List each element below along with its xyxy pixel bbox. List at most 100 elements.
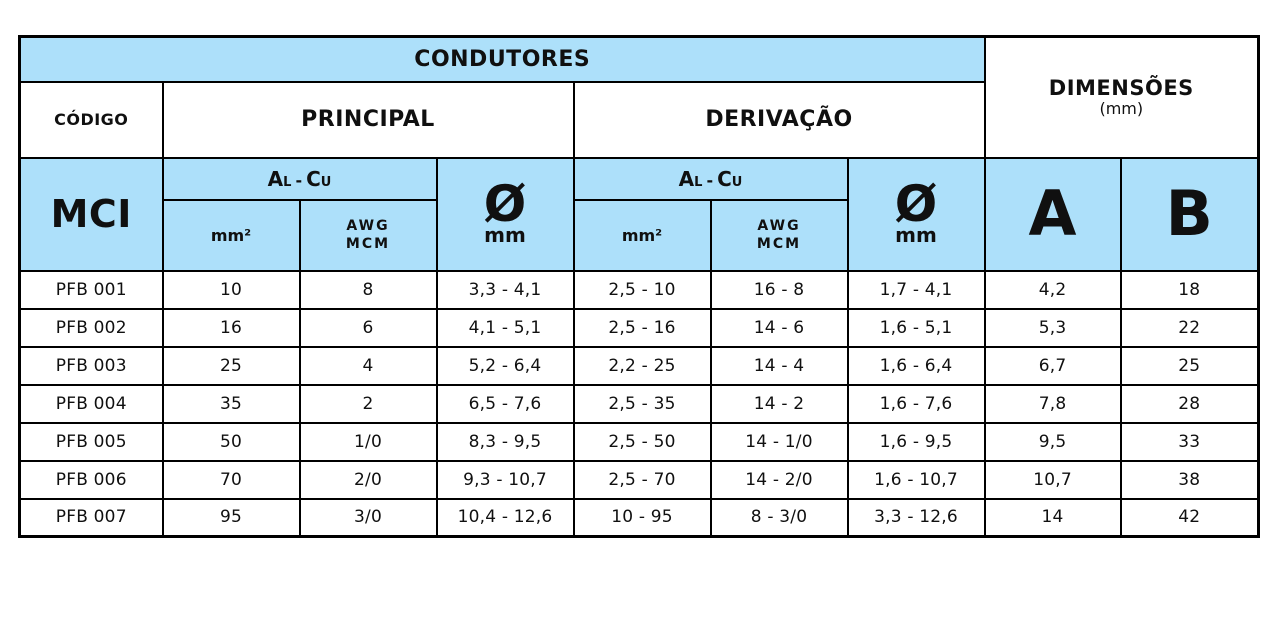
dim-b-cell: 28 — [1119, 383, 1260, 424]
code-cell: PFB 004 — [18, 383, 164, 424]
derivacao-mm2-cell: 2,5 - 10 — [572, 269, 712, 310]
principal-awg-cell: 1/0 — [298, 421, 438, 462]
dim-b-cell: 42 — [1119, 497, 1260, 538]
dim-b-cell: 25 — [1119, 345, 1260, 386]
code-cell: PFB 005 — [18, 421, 164, 462]
derivacao-diam-cell: 3,3 - 12,6 — [846, 497, 986, 538]
principal-awg-cell: 4 — [298, 345, 438, 386]
principal-awg-cell: 3/0 — [298, 497, 438, 538]
principal-diam-cell: 6,5 - 7,6 — [435, 383, 575, 424]
derivacao-awg-cell: 14 - 6 — [709, 307, 849, 348]
dim-a-cell: 4,2 — [983, 269, 1122, 310]
mci-header: MCI — [18, 156, 164, 272]
dimension-a-header: A — [983, 156, 1122, 272]
principal-awg-mcm-header: AWG MCM — [298, 198, 438, 272]
condutores-header: CONDUTORES — [18, 35, 986, 83]
derivacao-diam-cell: 1,6 - 9,5 — [846, 421, 986, 462]
derivacao-mm2-cell: 10 - 95 — [572, 497, 712, 538]
principal-mm2-cell: 35 — [161, 383, 301, 424]
table-row: PFB 002 16 6 4,1 - 5,1 2,5 - 16 14 - 6 1… — [18, 307, 1260, 348]
dim-b-cell: 33 — [1119, 421, 1260, 462]
codigo-header: CÓDIGO — [18, 80, 164, 159]
principal-mm2-header: mm² — [161, 198, 301, 272]
derivacao-awg-cell: 16 - 8 — [709, 269, 849, 310]
al-small: L — [283, 174, 292, 190]
derivacao-awg-cell: 14 - 1/0 — [709, 421, 849, 462]
principal-al-cu-header: AL - CU — [161, 156, 438, 201]
derivacao-header: DERIVAÇÃO — [572, 80, 986, 159]
derivacao-diam-cell: 1,6 - 10,7 — [846, 459, 986, 500]
principal-mm2-cell: 10 — [161, 269, 301, 310]
al-cu-separator: - — [706, 170, 714, 190]
conductor-spec-table: CONDUTORES DIMENSÕES (mm) CÓDIGO PRINCIP… — [18, 35, 1261, 538]
derivacao-awg-cell: 8 - 3/0 — [709, 497, 849, 538]
dimensoes-header: DIMENSÕES (mm) — [983, 35, 1260, 159]
dim-a-cell: 7,8 — [983, 383, 1122, 424]
principal-mm2-cell: 50 — [161, 421, 301, 462]
al-cu-separator: - — [295, 170, 303, 190]
principal-diam-cell: 5,2 - 6,4 — [435, 345, 575, 386]
diameter-unit: mm — [484, 223, 526, 248]
derivacao-mm2-cell: 2,5 - 50 — [572, 421, 712, 462]
code-cell: PFB 002 — [18, 307, 164, 348]
derivacao-awg-cell: 14 - 2 — [709, 383, 849, 424]
derivacao-mm2-cell: 2,5 - 16 — [572, 307, 712, 348]
derivacao-awg-cell: 14 - 2/0 — [709, 459, 849, 500]
dim-b-cell: 18 — [1119, 269, 1260, 310]
principal-diameter-header: Ø mm — [435, 156, 575, 272]
derivacao-diam-cell: 1,6 - 6,4 — [846, 345, 986, 386]
diameter-icon: Ø — [483, 174, 527, 233]
derivacao-diam-cell: 1,7 - 4,1 — [846, 269, 986, 310]
mcm-label: MCM — [345, 236, 391, 252]
cu-small: U — [731, 174, 743, 190]
cu-big: C — [717, 166, 732, 191]
cu-small: U — [320, 174, 332, 190]
derivacao-diam-cell: 1,6 - 5,1 — [846, 307, 986, 348]
derivacao-mm2-cell: 2,2 - 25 — [572, 345, 712, 386]
table-row: PFB 005 50 1/0 8,3 - 9,5 2,5 - 50 14 - 1… — [18, 421, 1260, 462]
dim-a-cell: 9,5 — [983, 421, 1122, 462]
dim-b-cell: 38 — [1119, 459, 1260, 500]
diameter-icon: Ø — [894, 174, 938, 233]
principal-awg-cell: 2 — [298, 383, 438, 424]
derivacao-awg-mcm-header: AWG MCM — [709, 198, 849, 272]
code-cell: PFB 007 — [18, 497, 164, 538]
dim-a-cell: 14 — [983, 497, 1122, 538]
dimensoes-title: DIMENSÕES — [1048, 75, 1194, 100]
derivacao-awg-cell: 14 - 4 — [709, 345, 849, 386]
derivacao-mm2-header: mm² — [572, 198, 712, 272]
dim-a-cell: 10,7 — [983, 459, 1122, 500]
dim-a-cell: 6,7 — [983, 345, 1122, 386]
al-big: A — [678, 166, 695, 191]
principal-diam-cell: 3,3 - 4,1 — [435, 269, 575, 310]
principal-mm2-cell: 95 — [161, 497, 301, 538]
dim-a-cell: 5,3 — [983, 307, 1122, 348]
code-cell: PFB 006 — [18, 459, 164, 500]
principal-awg-cell: 6 — [298, 307, 438, 348]
dim-b-cell: 22 — [1119, 307, 1260, 348]
dimensoes-unit: (mm) — [1099, 99, 1144, 119]
principal-header: PRINCIPAL — [161, 80, 575, 159]
derivacao-mm2-cell: 2,5 - 35 — [572, 383, 712, 424]
table-row: PFB 001 10 8 3,3 - 4,1 2,5 - 10 16 - 8 1… — [18, 269, 1260, 310]
principal-diam-cell: 9,3 - 10,7 — [435, 459, 575, 500]
al-big: A — [267, 166, 284, 191]
code-cell: PFB 001 — [18, 269, 164, 310]
awg-label: AWG — [757, 217, 801, 234]
al-small: L — [694, 174, 703, 190]
principal-awg-cell: 2/0 — [298, 459, 438, 500]
awg-label: AWG — [346, 217, 390, 234]
principal-diam-cell: 4,1 - 5,1 — [435, 307, 575, 348]
principal-mm2-cell: 25 — [161, 345, 301, 386]
dimension-b-header: B — [1119, 156, 1260, 272]
derivacao-diam-cell: 1,6 - 7,6 — [846, 383, 986, 424]
table-row: PFB 006 70 2/0 9,3 - 10,7 2,5 - 70 14 - … — [18, 459, 1260, 500]
diameter-unit: mm — [895, 223, 937, 248]
derivacao-mm2-cell: 2,5 - 70 — [572, 459, 712, 500]
table-row: PFB 007 95 3/0 10,4 - 12,6 10 - 95 8 - 3… — [18, 497, 1260, 538]
table-row: PFB 003 25 4 5,2 - 6,4 2,2 - 25 14 - 4 1… — [18, 345, 1260, 386]
code-cell: PFB 003 — [18, 345, 164, 386]
principal-diam-cell: 8,3 - 9,5 — [435, 421, 575, 462]
mcm-label: MCM — [756, 236, 802, 252]
